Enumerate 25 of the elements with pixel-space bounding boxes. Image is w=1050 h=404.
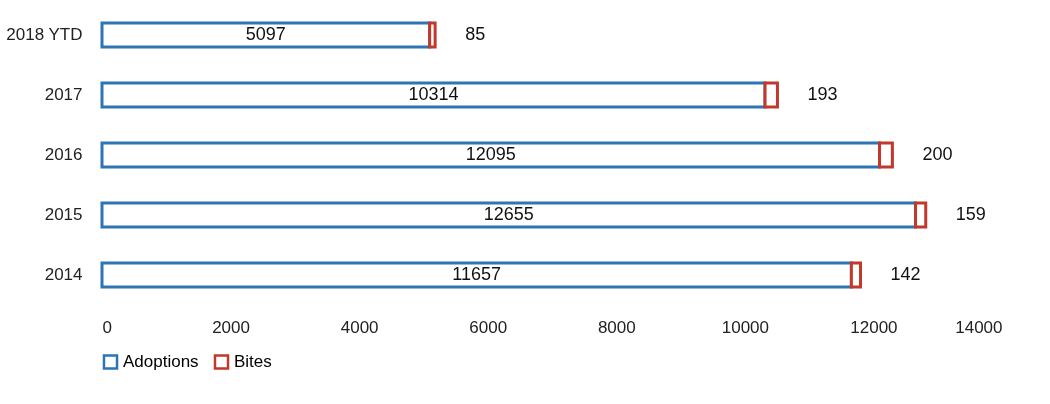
x-tick-label: 10000 [721,317,769,337]
legend-label: Bites [234,351,272,371]
legend-label: Adoptions [123,351,199,371]
data-label: 5097 [245,24,286,44]
x-tick-label: 14000 [955,317,1003,337]
data-label: 11657 [452,264,502,284]
x-tick-label: 8000 [597,317,636,337]
x-tick-label: 0 [102,317,112,337]
data-label: 159 [955,204,986,224]
data-label: 85 [465,24,486,44]
y-tick-label: 2016 [44,145,83,164]
y-tick-label: 2015 [44,205,83,224]
y-tick-label: 2018 YTD [6,25,83,44]
data-label: 193 [807,84,838,104]
x-tick-label: 2000 [212,317,250,337]
x-tick-label: 6000 [469,317,508,337]
data-label: 10314 [408,84,459,104]
data-label: 12095 [465,144,516,164]
x-tick-label: 4000 [340,317,379,337]
data-label: 142 [890,264,921,284]
x-tick-label: 12000 [850,317,898,337]
data-label: 12655 [483,204,534,224]
data-label: 200 [922,144,953,164]
y-tick-label: 2017 [44,85,83,104]
y-tick-label: 2014 [44,265,83,284]
